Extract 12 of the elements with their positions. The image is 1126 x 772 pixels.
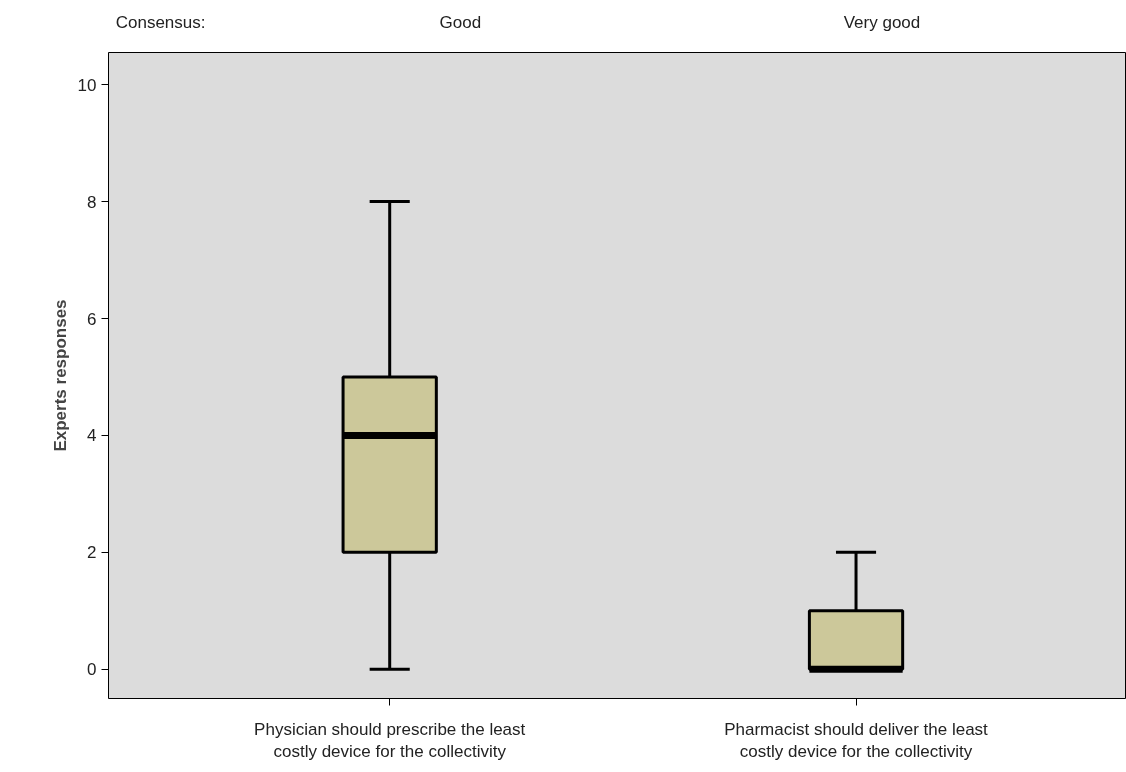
y-tick-label: 0 xyxy=(87,660,97,680)
text: Consensus: xyxy=(115,12,206,32)
y-axis-title: Experts responses xyxy=(50,299,70,452)
y-tick-label: 6 xyxy=(87,309,97,329)
y-tick-label: 4 xyxy=(87,426,97,446)
x-tick-label: Physician should prescribe the least costly device for the collectivity xyxy=(254,719,526,762)
y-tick-label: 2 xyxy=(87,543,97,563)
text: Good xyxy=(439,12,482,32)
y-tick-label: 8 xyxy=(87,192,97,212)
y-tick-label: 10 xyxy=(77,75,97,95)
text: Very good xyxy=(843,12,921,32)
x-tick-label: Pharmacist should deliver the least costly device for the collectivity xyxy=(724,719,989,762)
